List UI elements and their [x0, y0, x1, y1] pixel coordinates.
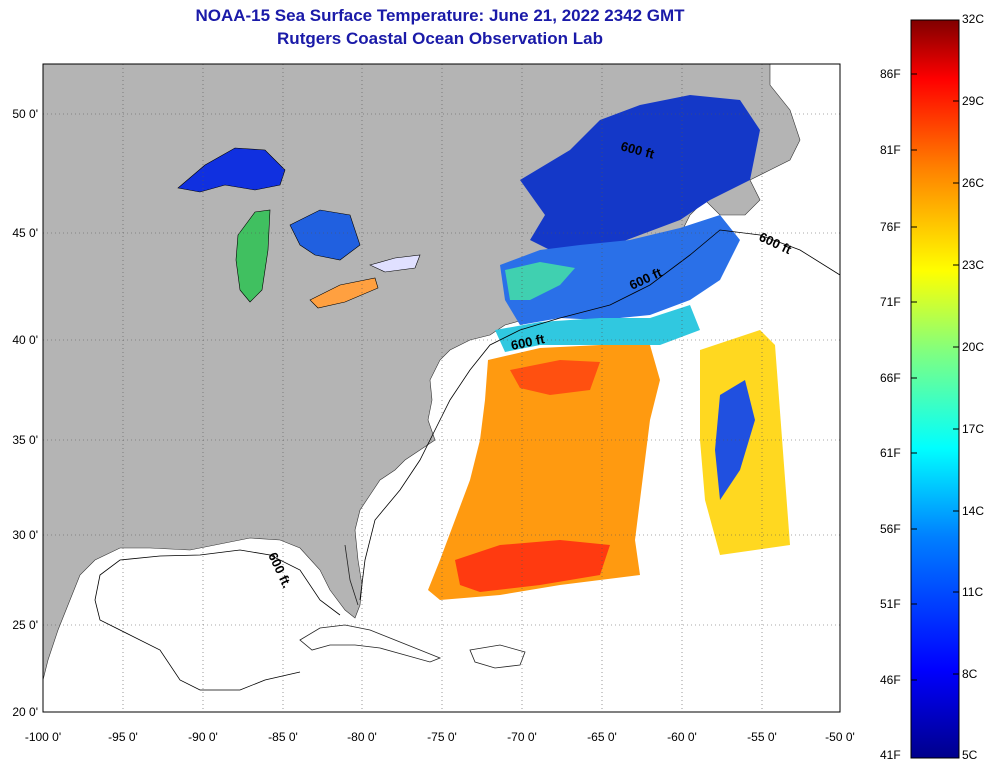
- lon-label-75: -75 0': [427, 730, 457, 744]
- lon-label-80: -80 0': [347, 730, 377, 744]
- lake-huron: [289, 209, 361, 261]
- lon-label-65: -65 0': [587, 730, 617, 744]
- cb-c-26: 26C: [962, 176, 984, 190]
- cb-f-56: 56F: [880, 522, 901, 536]
- florida-coast: [344, 544, 359, 606]
- lat-label-40: 40 0': [12, 333, 38, 347]
- map-border: [42, 63, 841, 713]
- sst-warm-core: [510, 360, 600, 395]
- cb-c-32: 32C: [962, 12, 984, 26]
- lat-label-20: 20 0': [12, 705, 38, 719]
- land-cuba: [299, 624, 442, 663]
- cb-f-61: 61F: [880, 446, 901, 460]
- lon-label-50: -50 0': [825, 730, 855, 744]
- cb-c-17: 17C: [962, 422, 984, 436]
- cb-f-71: 71F: [880, 295, 901, 309]
- cb-f-51: 51F: [880, 597, 901, 611]
- cb-c-5: 5C: [962, 748, 978, 762]
- lon-label-55: -55 0': [747, 730, 777, 744]
- lake-ontario: [369, 254, 421, 273]
- cb-c-23: 23C: [962, 258, 984, 272]
- lake-superior: [177, 147, 286, 193]
- cb-c-8: 8C: [962, 667, 978, 681]
- sst-gulf-of-maine: [505, 262, 575, 300]
- map-subtitle: Rutgers Coastal Ocean Observation Lab: [277, 29, 603, 48]
- graticule: [43, 64, 840, 712]
- lat-label-30: 30 0': [12, 528, 38, 542]
- lat-label-35: 35 0': [12, 433, 38, 447]
- land-hispaniola: [469, 644, 526, 669]
- lat-label-25: 25 0': [12, 618, 38, 632]
- sst-nova-scotia: [500, 215, 740, 325]
- sst-slope-water: [495, 305, 700, 352]
- lon-label-70: -70 0': [507, 730, 537, 744]
- cb-f-81: 81F: [880, 143, 901, 157]
- cb-c-29: 29C: [962, 94, 984, 108]
- cb-c-11: 11C: [962, 585, 984, 599]
- cb-f-41: 41F: [880, 748, 901, 762]
- lon-label-95: -95 0': [108, 730, 138, 744]
- lon-label-100: -100 0': [24, 730, 62, 744]
- cb-c-14: 14C: [962, 504, 984, 518]
- lake-michigan: [235, 209, 271, 303]
- lake-erie: [309, 277, 379, 309]
- cb-f-86: 86F: [880, 67, 901, 81]
- contour-600ft-atlantic: [359, 229, 840, 601]
- lon-label-60: -60 0': [667, 730, 697, 744]
- lat-label-50: 50 0': [12, 107, 38, 121]
- cb-c-20: 20C: [962, 340, 984, 354]
- contour-label-1: 600 ft: [510, 331, 547, 353]
- cb-f-46: 46F: [880, 673, 901, 687]
- lon-label-90: -90 0': [188, 730, 218, 744]
- colorbar: [910, 19, 960, 759]
- cb-f-76: 76F: [880, 220, 901, 234]
- colorbar-ticks: [911, 19, 959, 681]
- contour-600ft-gulf: [94, 549, 341, 691]
- map-title: NOAA-15 Sea Surface Temperature: June 21…: [195, 6, 685, 25]
- lon-label-85: -85 0': [268, 730, 298, 744]
- sst-sargasso-hot: [455, 540, 610, 592]
- sst-gulf-st-lawrence: [520, 95, 760, 255]
- lat-label-45: 45 0': [12, 226, 38, 240]
- cb-f-66: 66F: [880, 371, 901, 385]
